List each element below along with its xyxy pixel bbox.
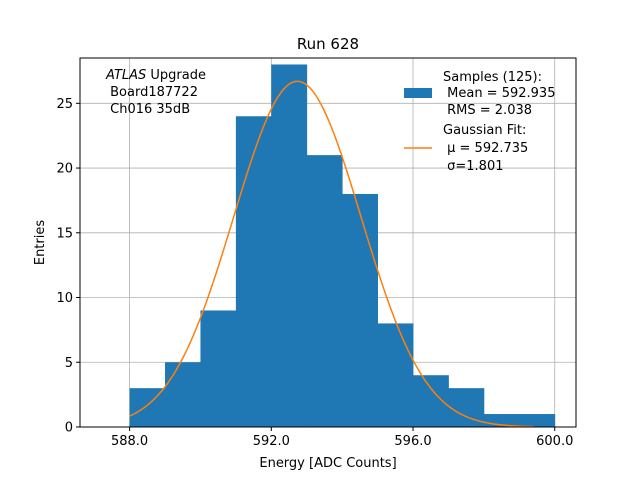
axis-ticks: 588.0 592.0 596.0 600.0 0 5 10 15 20 25 bbox=[56, 97, 573, 449]
histogram-bar bbox=[235, 116, 272, 428]
y-tick-label: 25 bbox=[56, 97, 73, 112]
y-tick-label: 10 bbox=[56, 291, 73, 306]
plot-frame bbox=[79, 57, 577, 428]
y-tick-label: 15 bbox=[56, 226, 73, 241]
chart-title: Run 628 bbox=[297, 35, 359, 53]
atlas-annotation: ATLAS Upgrade Board187722 Ch016 35dB bbox=[105, 68, 206, 117]
histogram-bar bbox=[200, 310, 237, 427]
annotation-upgrade: Upgrade bbox=[146, 68, 206, 83]
x-tick-label: 592.0 bbox=[253, 434, 290, 449]
legend-samples-line-2: Mean = 592.935 bbox=[443, 86, 555, 101]
histogram-bars bbox=[129, 64, 556, 428]
gaussian-fit bbox=[129, 80, 534, 428]
legend: Samples (125): Mean = 592.935 RMS = 2.03… bbox=[404, 70, 555, 174]
annotation-line-3: Ch016 35dB bbox=[106, 102, 190, 117]
x-tick-label: 588.0 bbox=[111, 434, 148, 449]
legend-samples-line-1: Samples (125): bbox=[443, 70, 542, 85]
legend-swatch-samples bbox=[404, 88, 432, 98]
histogram-bar bbox=[165, 362, 201, 427]
x-tick-label: 600.0 bbox=[536, 434, 573, 449]
histogram-bar bbox=[342, 193, 378, 427]
x-axis-label: Energy [ADC Counts] bbox=[259, 456, 396, 471]
x-tick-label: 596.0 bbox=[394, 434, 431, 449]
annotation-atlas-italic: ATLAS bbox=[105, 68, 146, 83]
y-tick-label: 0 bbox=[65, 421, 73, 436]
y-tick-label: 20 bbox=[56, 162, 73, 177]
histogram-bar bbox=[306, 155, 343, 427]
y-axis-label: Entries bbox=[33, 220, 48, 266]
annotation-line-1: ATLAS Upgrade bbox=[105, 68, 206, 83]
legend-fit-line-1: Gaussian Fit: bbox=[443, 123, 526, 138]
legend-fit-line-3: σ=1.801 bbox=[443, 159, 503, 174]
histogram-bar bbox=[519, 414, 556, 427]
annotation-line-2: Board187722 bbox=[106, 85, 198, 100]
histogram-bar bbox=[271, 64, 308, 427]
gaussian-fit-curve bbox=[129, 80, 534, 428]
legend-fit-line-2: μ = 592.735 bbox=[443, 141, 528, 156]
histogram-bar bbox=[377, 323, 414, 427]
y-tick-label: 5 bbox=[65, 356, 73, 371]
legend-samples-line-3: RMS = 2.038 bbox=[443, 103, 532, 118]
